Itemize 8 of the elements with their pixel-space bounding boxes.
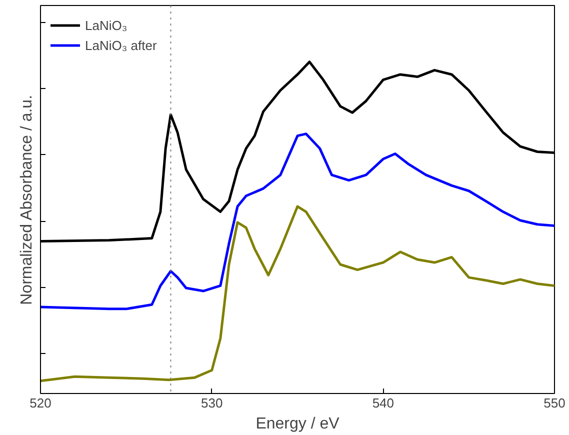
x-tick-label: 540 <box>372 396 394 410</box>
x-axis-title: Energy / eV <box>256 416 340 432</box>
x-tick-label: 550 <box>544 396 566 410</box>
x-tick-label: 520 <box>30 396 52 410</box>
legend-label: LaNiO₃ <box>85 18 128 32</box>
x-tick-label: 530 <box>200 396 223 410</box>
legend-label: LaNiO₃ after <box>85 38 157 52</box>
y-axis-title: Normalized Absorbance / a.u. <box>18 94 36 305</box>
